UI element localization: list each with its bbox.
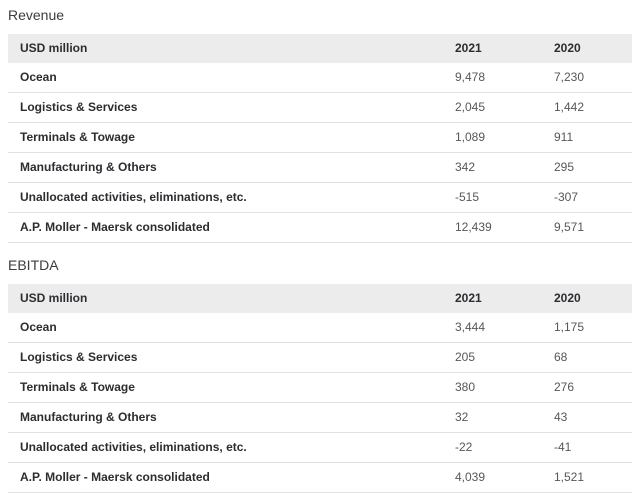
value-2021: 12,439 [443,212,542,243]
table-row: Manufacturing & Others 342 295 [8,152,632,183]
table-row: Logistics & Services 2,045 1,442 [8,92,632,123]
value-2020: 276 [542,372,632,403]
value-2021: -22 [443,432,542,463]
row-label: Unallocated activities, eliminations, et… [8,432,443,463]
value-2020: 1,521 [542,462,632,493]
row-label: A.P. Moller - Maersk consolidated [8,212,443,243]
table-row: Unallocated activities, eliminations, et… [8,432,632,463]
value-2021: 3,444 [443,313,542,343]
table-row: Manufacturing & Others 32 43 [8,402,632,433]
row-label: Logistics & Services [8,92,443,123]
value-2020: 43 [542,402,632,433]
table-row-total: A.P. Moller - Maersk consolidated 12,439… [8,212,632,243]
header-2020: 2020 [542,34,632,63]
value-2021: 4,039 [443,462,542,493]
row-label: Ocean [8,63,443,93]
header-usd-million: USD million [8,284,443,313]
value-2020: 1,442 [542,92,632,123]
table-row-total: A.P. Moller - Maersk consolidated 4,039 … [8,462,632,493]
row-label: Manufacturing & Others [8,152,443,183]
section-title-revenue: Revenue [8,7,65,23]
value-2020: -307 [542,182,632,213]
section-ebitda: EBITDA USD million 2021 2020 Ocean 3,444… [8,257,632,493]
section-title-ebitda: EBITDA [8,257,59,273]
value-2020: 7,230 [542,63,632,93]
value-2020: 9,571 [542,212,632,243]
value-2021: 32 [443,402,542,433]
revenue-table-body: Ocean 9,478 7,230 Logistics & Services 2… [8,63,632,243]
ebitda-table: USD million 2021 2020 Ocean 3,444 1,175 … [8,284,632,493]
table-row: Terminals & Towage 380 276 [8,372,632,403]
value-2021: 1,089 [443,122,542,153]
value-2020: -41 [542,432,632,463]
table-row: Ocean 3,444 1,175 [8,313,632,343]
revenue-table: USD million 2021 2020 Ocean 9,478 7,230 … [8,34,632,243]
row-label: Ocean [8,313,443,343]
table-row: Terminals & Towage 1,089 911 [8,122,632,153]
header-row: USD million 2021 2020 [8,284,632,313]
header-row: USD million 2021 2020 [8,34,632,63]
value-2020: 295 [542,152,632,183]
table-row: Ocean 9,478 7,230 [8,63,632,93]
row-label: Logistics & Services [8,342,443,373]
value-2021: 380 [443,372,542,403]
revenue-table-header: USD million 2021 2020 [8,34,632,63]
row-label: Terminals & Towage [8,372,443,403]
value-2021: -515 [443,182,542,213]
header-2020: 2020 [542,284,632,313]
table-row: Logistics & Services 205 68 [8,342,632,373]
table-row: Unallocated activities, eliminations, et… [8,182,632,213]
row-label: Unallocated activities, eliminations, et… [8,182,443,213]
ebitda-table-body: Ocean 3,444 1,175 Logistics & Services 2… [8,313,632,493]
value-2021: 9,478 [443,63,542,93]
value-2021: 2,045 [443,92,542,123]
value-2020: 1,175 [542,313,632,343]
header-usd-million: USD million [8,34,443,63]
row-label: A.P. Moller - Maersk consolidated [8,462,443,493]
row-label: Terminals & Towage [8,122,443,153]
ebitda-table-header: USD million 2021 2020 [8,284,632,313]
value-2020: 911 [542,122,632,153]
section-revenue: Revenue USD million 2021 2020 Ocean 9,47… [8,7,632,243]
row-label: Manufacturing & Others [8,402,443,433]
value-2021: 342 [443,152,542,183]
header-2021: 2021 [443,34,542,63]
header-2021: 2021 [443,284,542,313]
value-2021: 205 [443,342,542,373]
value-2020: 68 [542,342,632,373]
